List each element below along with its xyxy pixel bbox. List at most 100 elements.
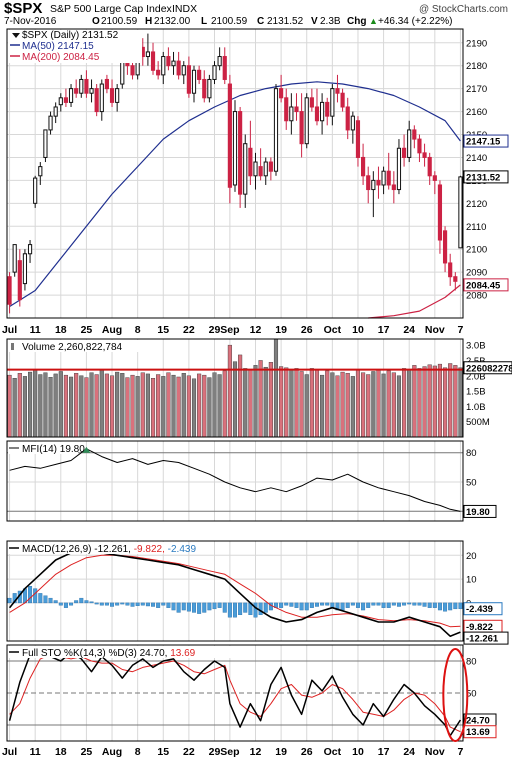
macd-histogram-bar — [350, 602, 355, 606]
macd-histogram-bar — [320, 602, 325, 606]
macd-histogram-bar — [396, 602, 401, 607]
volume-bar — [63, 374, 68, 438]
macd-histogram-bar — [192, 602, 197, 613]
candle-body — [407, 129, 412, 158]
x-tick-label: 17 — [378, 324, 390, 336]
volume-bar — [232, 361, 238, 438]
volume-bar — [417, 368, 422, 438]
open-label: O — [92, 16, 100, 27]
volume-bar — [197, 373, 202, 438]
price-legend-bg — [8, 30, 142, 63]
macd-histogram-bar — [279, 602, 284, 608]
macd-histogram-bar — [233, 602, 237, 618]
volume-bar — [166, 372, 171, 438]
close-value: 2131.52 — [267, 16, 304, 27]
macd-ytick: 20 — [466, 551, 477, 562]
candle — [427, 152, 432, 185]
x-tick-label-bottom: 24 — [403, 746, 415, 758]
macd-histogram-bar — [314, 602, 319, 607]
mfi-legend-text: MFI(14) 19.80 — [22, 444, 85, 455]
volume-bar — [79, 375, 84, 438]
macd-histogram-bar — [63, 602, 68, 608]
x-tick-label: 26 — [301, 324, 313, 336]
candle-body — [427, 156, 432, 177]
macd-histogram-bar — [161, 602, 166, 606]
candle-body — [227, 83, 232, 188]
low-label: L — [201, 16, 207, 27]
macd-signal-tag-text: -9.822 — [466, 622, 493, 633]
candle-body — [401, 147, 407, 158]
candle — [248, 120, 253, 185]
macd-histogram-bar — [99, 602, 104, 606]
candle-body — [299, 111, 304, 145]
macd-frame — [6, 540, 464, 642]
mfi-frame — [6, 440, 464, 522]
high-label: H — [145, 16, 152, 27]
candle-body — [350, 115, 355, 131]
x-tick-label: 18 — [55, 324, 67, 336]
volume-bar — [94, 374, 99, 438]
price-ytick: 2140 — [466, 153, 487, 164]
candle — [115, 84, 120, 112]
macd-histogram-bar — [130, 602, 135, 607]
candle-body — [217, 56, 222, 67]
sto-legend-bg — [8, 646, 244, 658]
candle-body — [381, 170, 386, 186]
candle-body — [396, 147, 402, 191]
candle-body — [53, 106, 58, 117]
volume-label: V — [311, 16, 318, 27]
volume-bar — [171, 374, 176, 438]
candle — [258, 148, 263, 181]
macd-histogram-bar — [151, 602, 156, 607]
macd-histogram-bar — [58, 602, 63, 606]
candle-body — [417, 138, 422, 154]
price-ytick: 2110 — [466, 222, 486, 233]
oversold-highlight-ellipse — [442, 648, 469, 742]
candle-body — [294, 106, 299, 113]
candle-body — [335, 88, 340, 94]
macd-legend-bg — [8, 542, 186, 554]
symbol[interactable]: $SPX — [4, 0, 42, 17]
candle-body — [130, 65, 135, 76]
macd-histogram-bar — [33, 588, 38, 604]
candle — [181, 61, 186, 85]
x-tick-label-bottom: 11 — [30, 746, 41, 758]
candle-body — [161, 56, 166, 76]
candle — [74, 79, 79, 98]
candle — [453, 272, 458, 291]
volume-tag: 2260822784 — [463, 361, 512, 375]
volume-bar — [258, 360, 263, 438]
candle-body — [79, 78, 84, 94]
candle — [350, 111, 355, 144]
volume-bar — [74, 373, 79, 438]
sto-k-tag-text: 24.70 — [466, 715, 490, 726]
ma50-tag-box — [463, 134, 509, 148]
volume-value: 2.3B — [320, 16, 341, 27]
candle — [314, 88, 320, 126]
macd-histogram-bar — [145, 602, 150, 607]
candle — [207, 74, 212, 103]
change-arrow-icon: ▲ — [369, 16, 378, 26]
macd-histogram-bar — [258, 602, 263, 616]
high-value: 2132.00 — [154, 16, 191, 27]
stockcharts-watermark[interactable]: @ StockCharts.com — [419, 4, 508, 15]
candle — [407, 120, 412, 163]
candle-body — [232, 111, 238, 186]
ma50-legend-text: MA(50) 2147.15 — [22, 41, 94, 52]
macd-ytick: 10 — [466, 575, 477, 586]
candle — [63, 88, 69, 107]
candle — [366, 166, 371, 204]
volume-bar — [391, 372, 396, 438]
volume-bar — [284, 367, 289, 438]
candle — [376, 166, 381, 199]
macd-histogram-bar — [299, 602, 304, 611]
mfi-ytick: 50 — [466, 477, 477, 488]
candle-body — [273, 88, 279, 172]
macd-histogram-bar — [89, 601, 94, 604]
volume-bar — [120, 373, 125, 438]
volume-legend-bg — [8, 340, 140, 352]
candle-body — [279, 88, 284, 99]
candle-body — [7, 276, 12, 305]
chart-header: $SPX S&P 500 Large Cap Index INDX @ Stoc… — [4, 0, 508, 27]
candle — [150, 42, 156, 75]
